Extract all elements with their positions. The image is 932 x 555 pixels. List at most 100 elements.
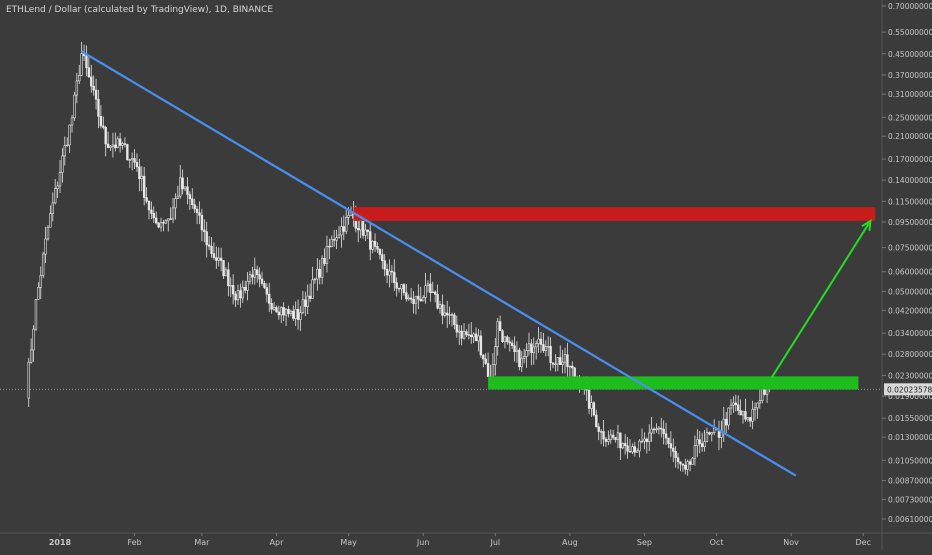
candle-body bbox=[520, 357, 523, 368]
candle-body bbox=[373, 241, 377, 247]
y-tick-label: 0.37000000 bbox=[888, 71, 932, 80]
x-tick-label: Feb bbox=[127, 538, 141, 547]
candle-body bbox=[46, 226, 50, 240]
candle-body bbox=[376, 246, 379, 250]
candle-body bbox=[611, 434, 615, 438]
candle-body bbox=[183, 186, 187, 190]
last-price-badge: 0.02023578 bbox=[884, 383, 932, 396]
candle-body bbox=[739, 410, 742, 416]
candle-body bbox=[63, 145, 67, 157]
candle-body bbox=[128, 159, 131, 161]
candle-body bbox=[198, 212, 201, 216]
candle-body bbox=[227, 269, 230, 287]
candle-body bbox=[102, 125, 105, 128]
candle-body bbox=[37, 287, 40, 300]
candle-body bbox=[229, 285, 232, 287]
y-tick-label: 0.14000000 bbox=[888, 176, 932, 185]
candle-body bbox=[758, 400, 762, 404]
candle-body bbox=[320, 258, 324, 278]
candle-body bbox=[453, 314, 456, 326]
candle-body bbox=[318, 268, 321, 278]
candle-body bbox=[169, 218, 172, 220]
price-badge-bg bbox=[884, 383, 932, 396]
candle-body bbox=[366, 229, 370, 232]
candle-body bbox=[61, 155, 64, 173]
candle-body bbox=[292, 310, 295, 319]
candle-body bbox=[729, 404, 733, 409]
candle-body bbox=[513, 345, 516, 353]
candle-body bbox=[335, 237, 338, 241]
candle-body bbox=[287, 308, 290, 314]
candle-body bbox=[56, 185, 59, 189]
candle-body bbox=[275, 307, 278, 313]
candle-body bbox=[547, 346, 550, 348]
candle-body bbox=[268, 293, 271, 304]
y-tick-label: 0.07500000 bbox=[888, 244, 932, 253]
candle-body bbox=[556, 357, 560, 365]
candle-body bbox=[342, 226, 345, 232]
candle-body bbox=[130, 158, 134, 161]
candle-body bbox=[316, 268, 319, 280]
zones bbox=[353, 207, 876, 390]
candle-body bbox=[749, 417, 752, 422]
candle-body bbox=[378, 248, 382, 255]
candle-body bbox=[357, 227, 360, 231]
candle-body bbox=[664, 433, 668, 439]
candle-body bbox=[482, 354, 485, 360]
x-tick-label: Dec bbox=[856, 538, 871, 547]
candle-body bbox=[525, 350, 528, 357]
candle-body bbox=[87, 67, 91, 78]
candle-body bbox=[448, 314, 451, 316]
candle-body bbox=[118, 138, 122, 146]
candle-body bbox=[467, 334, 471, 336]
y-tick-label: 0.01300000 bbox=[888, 433, 932, 442]
candle-body bbox=[234, 293, 237, 301]
candle-body bbox=[109, 145, 112, 148]
candle-body bbox=[181, 177, 184, 190]
candle-body bbox=[236, 290, 240, 301]
candle-body bbox=[472, 333, 475, 338]
y-tick-label: 0.05000000 bbox=[888, 287, 932, 296]
candle-body bbox=[383, 260, 386, 270]
candle-body bbox=[621, 443, 624, 449]
candle-body bbox=[681, 463, 685, 466]
candle-body bbox=[751, 409, 754, 422]
candle-body bbox=[510, 342, 514, 346]
candle-body bbox=[643, 438, 646, 442]
candle-body bbox=[164, 220, 168, 224]
candle-body bbox=[542, 344, 545, 351]
symbol-title: ETHLend / Dollar (calculated by TradingV… bbox=[6, 5, 274, 15]
candle-body bbox=[90, 76, 93, 87]
y-tick-label: 0.02300000 bbox=[888, 371, 932, 380]
x-tick-label: Aug bbox=[562, 538, 578, 547]
candle-body bbox=[455, 324, 459, 333]
candle-body bbox=[162, 222, 165, 224]
candle-body bbox=[116, 138, 119, 149]
time-axis[interactable]: 2018 Feb Mar Apr May Jun Jul Aug Sep Oct Nov Dec bbox=[49, 533, 871, 547]
candle-body bbox=[138, 166, 141, 179]
candle-body bbox=[710, 432, 713, 435]
price-axis[interactable]: 0.70000000 0.55000000 0.45000000 0.37000000… bbox=[882, 2, 932, 524]
y-tick-label: 0.01050000 bbox=[888, 456, 932, 465]
candle-body bbox=[68, 124, 71, 146]
candle-body bbox=[328, 245, 331, 248]
candle-body bbox=[265, 287, 269, 295]
candle-body bbox=[712, 427, 716, 433]
candle-body bbox=[145, 197, 148, 202]
price-badge-label: 0.02023578 bbox=[887, 385, 932, 394]
candle-body bbox=[193, 204, 196, 210]
candle-body bbox=[652, 428, 656, 431]
x-tick-label: May bbox=[340, 538, 357, 547]
candle-body bbox=[409, 297, 413, 300]
candle-body bbox=[219, 257, 223, 261]
candle-body bbox=[563, 354, 567, 363]
candle-body bbox=[32, 328, 35, 351]
candle-body bbox=[450, 314, 454, 316]
candle-body bbox=[414, 295, 418, 305]
candle-body bbox=[741, 411, 745, 416]
candle-body bbox=[155, 217, 158, 224]
candle-body bbox=[135, 162, 139, 168]
candle-body bbox=[554, 363, 557, 366]
